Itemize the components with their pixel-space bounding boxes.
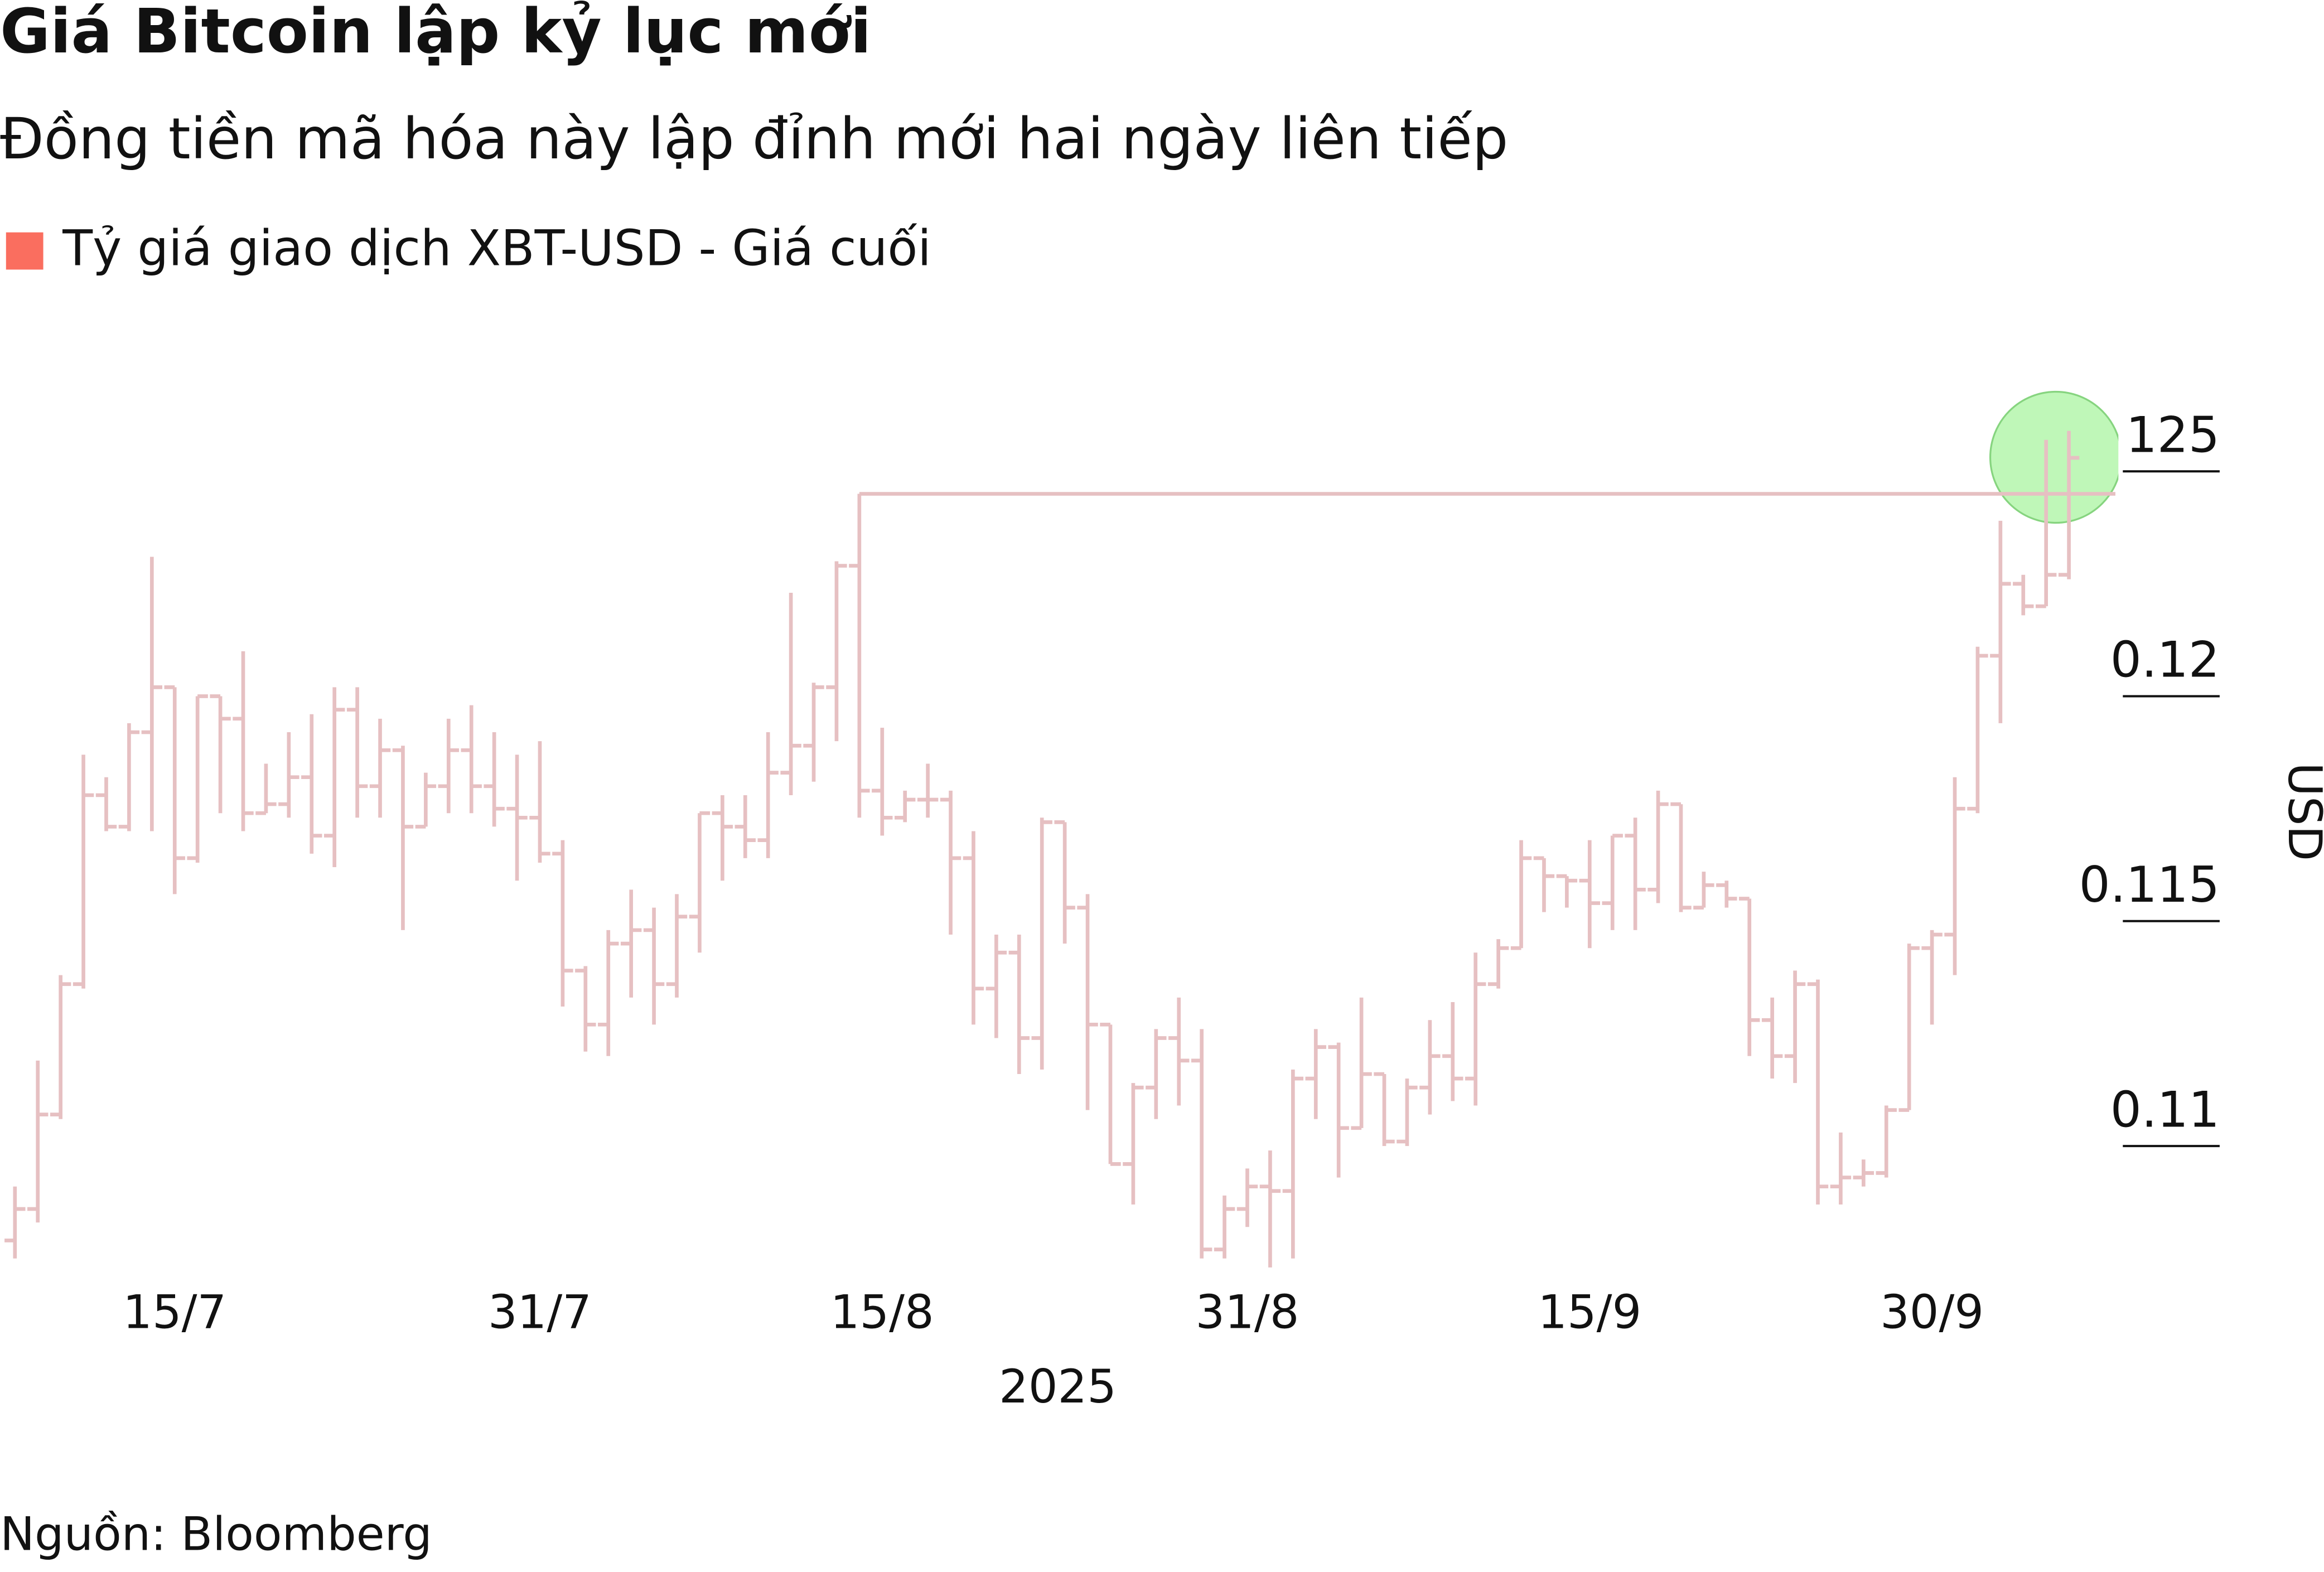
y-tick-label: 125 [2126, 406, 2220, 463]
chart-title: Giá Bitcoin lập kỷ lục mới [0, 0, 871, 67]
y-tick-label: 0.12 [2110, 631, 2220, 689]
chart-subtitle: Đồng tiền mã hóa này lập đỉnh mới hai ng… [0, 106, 1508, 172]
x-tick-label: 15/9 [1538, 1285, 1641, 1339]
x-tick-label: 31/7 [488, 1285, 592, 1339]
legend-swatch [6, 232, 44, 270]
x-tick-label: 15/8 [830, 1285, 934, 1339]
x-axis-label: 2025 [999, 1360, 1117, 1414]
y-tick-label: 0.115 [2079, 856, 2220, 913]
source: Nguồn: Bloomberg [0, 1507, 432, 1561]
y-axis-label: USD [2278, 762, 2324, 861]
y-tick-label: 0.11 [2110, 1081, 2220, 1138]
x-tick-label: 30/9 [1880, 1285, 1984, 1339]
highlight-circle [1989, 390, 2119, 524]
x-tick-label: 15/7 [123, 1285, 226, 1339]
legend-label: Tỷ giá giao dịch XBT-USD - Giá cuối [62, 219, 931, 277]
x-tick-label: 31/8 [1196, 1285, 1299, 1339]
